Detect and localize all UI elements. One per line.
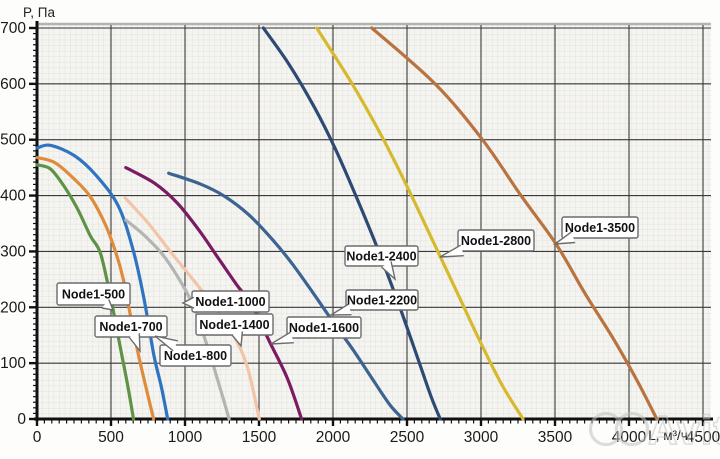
curve-label-text: Node1-1600 [289, 321, 359, 335]
y-axis-title: P, Па [23, 5, 55, 20]
watermark-avito: Avito [588, 406, 720, 454]
y-tick-label: 100 [0, 355, 26, 372]
curve-label-node1-2200: Node1-2200 [328, 289, 419, 316]
y-tick-label: 0 [17, 411, 26, 428]
curve-node1-700 [35, 156, 156, 421]
curve-label-node1-1000: Node1-1000 [181, 290, 270, 313]
curve-label-text: Node1-500 [62, 288, 125, 302]
y-tick-label: 200 [0, 299, 26, 316]
curves [35, 26, 659, 421]
curve-node1-2400 [261, 26, 442, 421]
curve-label-text: Node1-1000 [195, 295, 265, 309]
y-tick-label: 400 [0, 188, 26, 205]
curve-label-text: Node1-3500 [565, 221, 635, 235]
y-tick-label: 700 [0, 20, 26, 37]
curve-label-node1-3500: Node1-3500 [552, 216, 639, 245]
x-tick-label: 1000 [168, 429, 203, 446]
x-axis-title: L, м³/ч [648, 428, 688, 443]
curve-label-node1-2400: Node1-2400 [344, 245, 419, 281]
x-tick-label: 2000 [316, 429, 351, 446]
curve-node1-1000 [124, 218, 231, 421]
curve-node1-2200 [167, 171, 405, 421]
curve-label-node1-500: Node1-500 [56, 282, 131, 311]
curve-label-node1-800: Node1-800 [154, 335, 232, 367]
curve-labels: Node1-500 Node1-700 Node1-800 Node1-1000 Nod… [56, 216, 639, 367]
curve-label-text: Node1-1400 [199, 318, 269, 332]
x-tick-label: 4500 [686, 429, 720, 446]
y-tick-label: 300 [0, 243, 26, 260]
curve-label-text: Node1-2400 [346, 250, 416, 264]
curve-node1-1600 [124, 166, 304, 421]
curve-label-node1-700: Node1-700 [94, 315, 168, 354]
curve-label-node1-2800: Node1-2800 [439, 229, 535, 258]
y-tick-label: 500 [0, 132, 26, 149]
x-tick-label: 3500 [538, 429, 573, 446]
curve-node1-2800 [315, 26, 525, 421]
curve-label-text: Node1-700 [99, 320, 162, 334]
x-tick-label: 500 [98, 429, 124, 446]
x-tick-label: 1500 [242, 429, 277, 446]
x-tick-label: 2500 [390, 429, 425, 446]
curve-label-text: Node1-800 [164, 349, 227, 363]
axes [29, 21, 713, 426]
watermark-text: Avito [648, 407, 720, 453]
x-tick-label: 0 [33, 429, 42, 446]
axis-titles: P, Па L, м³/ч [23, 5, 688, 443]
x-tick-label: 3000 [464, 429, 499, 446]
curve-label-text: Node1-2800 [461, 234, 531, 248]
curve-node1-3500 [370, 26, 659, 421]
curve-label-text: Node1-2200 [347, 294, 417, 308]
y-tick-label: 600 [0, 76, 26, 93]
curve-node1-800 [35, 143, 170, 421]
curve-label-node1-1600: Node1-1600 [270, 316, 362, 345]
curve-node1-500 [35, 163, 136, 421]
curve-label-node1-1400: Node1-1400 [195, 313, 274, 348]
